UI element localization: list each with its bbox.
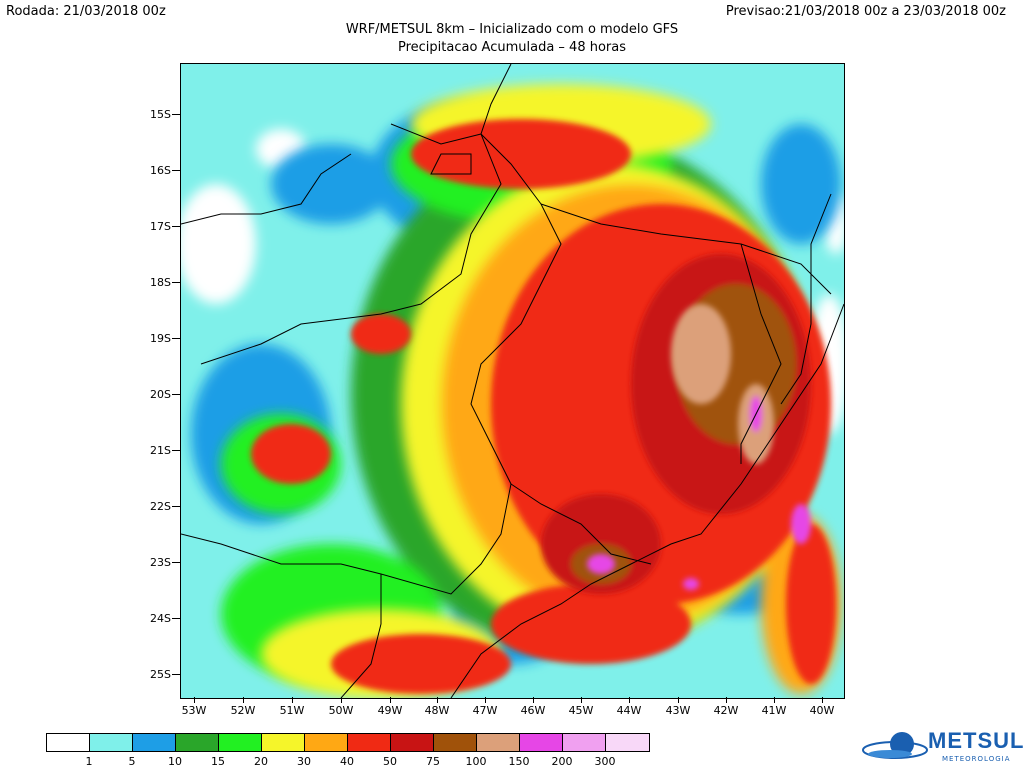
legend-swatch (434, 734, 477, 751)
lat-tick (172, 562, 180, 563)
lon-tick (581, 697, 582, 703)
legend-swatch (606, 734, 649, 751)
legend-label: 40 (340, 755, 354, 768)
lon-tick (533, 697, 534, 703)
lon-label: 40W (809, 704, 835, 717)
lon-tick (243, 697, 244, 703)
lat-label: 17S (150, 220, 171, 233)
lat-tick (172, 450, 180, 451)
precipitation-map (180, 63, 845, 699)
lon-label: 48W (424, 704, 450, 717)
lon-label: 47W (472, 704, 498, 717)
legend-swatch (47, 734, 90, 751)
lat-tick (172, 506, 180, 507)
lat-label: 24S (150, 612, 171, 625)
lat-tick (172, 114, 180, 115)
brand-name: METSUL (928, 728, 1024, 753)
legend-label: 75 (426, 755, 440, 768)
lon-label: 53W (181, 704, 207, 717)
run-date-label: Rodada: 21/03/2018 00z (6, 4, 166, 19)
lon-tick (485, 697, 486, 703)
forecast-period-label: Previsao:21/03/2018 00z a 23/03/2018 00z (725, 4, 1006, 19)
legend-label: 300 (594, 755, 616, 768)
precipitation-legend (46, 733, 650, 752)
legend-swatch (262, 734, 305, 751)
lat-label: 25S (150, 668, 171, 681)
lat-label: 22S (150, 500, 171, 513)
legend-swatch (563, 734, 606, 751)
legend-swatch (477, 734, 520, 751)
lon-label: 45W (568, 704, 594, 717)
lat-tick (172, 226, 180, 227)
legend-label: 30 (297, 755, 311, 768)
legend-label: 15 (211, 755, 225, 768)
legend-swatch (305, 734, 348, 751)
lon-label: 51W (279, 704, 305, 717)
lon-tick (437, 697, 438, 703)
lat-tick (172, 170, 180, 171)
lat-label: 18S (150, 276, 171, 289)
lon-label: 46W (520, 704, 546, 717)
lon-label: 42W (713, 704, 739, 717)
legend-swatch (90, 734, 133, 751)
metsul-logo (862, 732, 928, 759)
lat-tick (172, 618, 180, 619)
legend-swatch (219, 734, 262, 751)
legend-label: 200 (551, 755, 573, 768)
rain-100-200 (587, 304, 811, 590)
legend-swatch (133, 734, 176, 751)
legend-swatch (391, 734, 434, 751)
lon-label: 44W (616, 704, 642, 717)
legend-label: 100 (465, 755, 487, 768)
lon-label: 52W (230, 704, 256, 717)
lat-tick (172, 674, 180, 675)
legend-swatch (348, 734, 391, 751)
lon-tick (390, 697, 391, 703)
legend-swatch (176, 734, 219, 751)
lat-tick (172, 338, 180, 339)
brand-tagline: METEOROLOGIA (942, 755, 1011, 763)
legend-label: 50 (383, 755, 397, 768)
lon-label: 43W (665, 704, 691, 717)
legend-label: 150 (508, 755, 530, 768)
precipitation-field (181, 64, 844, 698)
legend-swatch (520, 734, 563, 751)
lon-tick (678, 697, 679, 703)
lat-label: 19S (150, 332, 171, 345)
lat-tick (172, 394, 180, 395)
legend-label: 1 (85, 755, 93, 768)
lon-tick (726, 697, 727, 703)
lon-label: 49W (377, 704, 403, 717)
lat-label: 20S (150, 388, 171, 401)
lon-label: 50W (328, 704, 354, 717)
lon-label: 41W (761, 704, 787, 717)
lat-label: 23S (150, 556, 171, 569)
lon-tick (774, 697, 775, 703)
lon-tick (292, 697, 293, 703)
lon-tick (629, 697, 630, 703)
map-title: WRF/METSUL 8km – Inicializado com o mode… (345, 22, 679, 37)
lon-tick (341, 697, 342, 703)
lat-label: 15S (150, 108, 171, 121)
lat-label: 21S (150, 444, 171, 457)
state-borders (181, 64, 844, 698)
legend-label: 5 (128, 755, 136, 768)
lon-tick (822, 697, 823, 703)
lat-label: 16S (150, 164, 171, 177)
lon-tick (194, 697, 195, 703)
legend-label: 20 (254, 755, 268, 768)
legend-label: 10 (168, 755, 182, 768)
lat-tick (172, 282, 180, 283)
map-subtitle: Precipitacao Acumulada – 48 horas (397, 40, 627, 55)
